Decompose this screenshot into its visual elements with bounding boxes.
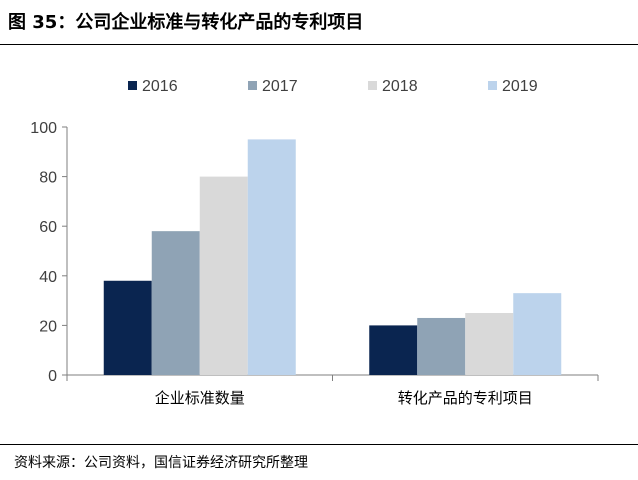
x-category-label: 转化产品的专利项目: [398, 389, 533, 407]
legend-label-2018: 2018: [382, 78, 418, 95]
bar-2019-patent-projects: [513, 293, 562, 375]
y-tick-label: 40: [39, 269, 57, 286]
legend-swatch-2019: [488, 81, 497, 90]
x-category-label: 企业标准数量: [155, 389, 245, 407]
bar-2016-patent-projects: [369, 325, 418, 375]
bar-2016-enterprise-standards: [103, 280, 152, 375]
y-tick-label: 100: [30, 120, 57, 137]
bar-2017-patent-projects: [417, 317, 466, 375]
bar-2018-enterprise-standards: [199, 176, 248, 375]
legend-label-2019: 2019: [502, 78, 538, 95]
chart-legend: 2016 2017 2018 2019: [128, 78, 538, 95]
bar-2017-enterprise-standards: [151, 231, 200, 375]
bar-2019-enterprise-standards: [247, 139, 296, 375]
legend-swatch-2017: [248, 81, 257, 90]
title-divider: [0, 44, 638, 45]
legend-swatch-2016: [128, 81, 137, 90]
y-tick-label: 60: [39, 219, 57, 236]
bar-chart: 2016 2017 2018 2019 0 20 40 60 80 100 企业标准数量 转化产品…: [30, 78, 599, 407]
x-tick-labels: 企业标准数量 转化产品的专利项目: [155, 389, 533, 407]
chart-bars: [103, 139, 562, 375]
source-divider: [0, 444, 638, 445]
y-tick-label: 80: [39, 170, 57, 187]
source-note: 资料来源：公司资料，国信证券经济研究所整理: [14, 455, 308, 471]
y-tick-label: 0: [48, 368, 57, 385]
figure-title: 图 35：公司企业标准与转化产品的专利项目: [8, 12, 364, 33]
y-tick-label: 20: [39, 318, 57, 335]
legend-label-2017: 2017: [262, 78, 298, 95]
legend-label-2016: 2016: [142, 78, 178, 95]
legend-swatch-2018: [368, 81, 377, 90]
bar-2018-patent-projects: [465, 313, 514, 375]
